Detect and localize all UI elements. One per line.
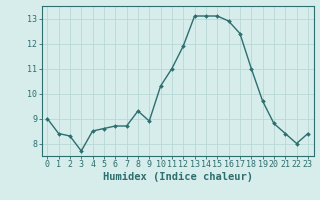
X-axis label: Humidex (Indice chaleur): Humidex (Indice chaleur) [103,172,252,182]
